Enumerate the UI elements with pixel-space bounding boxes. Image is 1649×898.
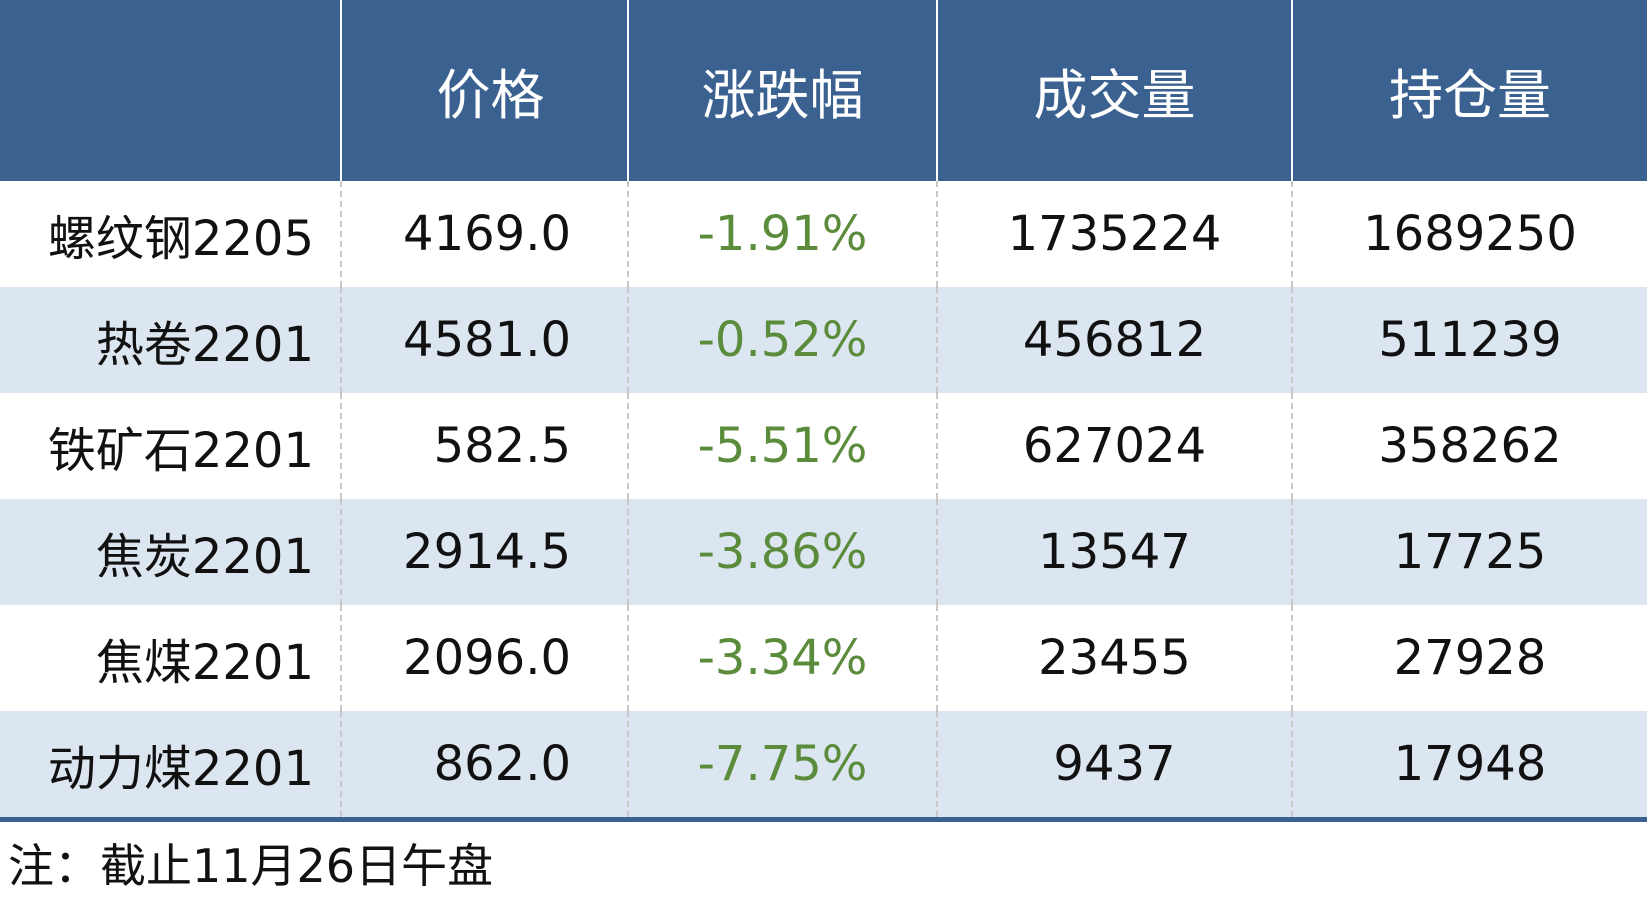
table-cell: 582.5	[340, 393, 627, 499]
table-cell: 2914.5	[340, 499, 627, 605]
table-cell: 862.0	[340, 711, 627, 817]
table-cell: 456812	[936, 287, 1291, 393]
table-cell: -7.75%	[627, 711, 936, 817]
table-cell: 1735224	[936, 181, 1291, 287]
note: 注：截止11月26日午盘	[8, 839, 494, 893]
table-cell: 4581.0	[340, 287, 627, 393]
table-cell: 627024	[936, 393, 1291, 499]
table-cell: 27928	[1291, 605, 1647, 711]
table-cell: 511239	[1291, 287, 1647, 393]
header-blank	[0, 0, 340, 181]
table-cell: -5.51%	[627, 393, 936, 499]
row-label: 焦煤2201	[95, 635, 314, 691]
table-cell: 17948	[1291, 711, 1647, 817]
row-label: 螺纹钢2205	[47, 211, 314, 267]
table-cell: 23455	[936, 605, 1291, 711]
row-label: 焦炭2201	[0, 499, 340, 605]
table-cell: -1.91%	[627, 181, 936, 287]
table-cell: 2096.0	[340, 605, 627, 711]
header-cell: 成交量	[936, 0, 1291, 181]
table-cell: 4169.0	[340, 181, 627, 287]
table-cell: 9437	[936, 711, 1291, 817]
table-cell: 1689250	[1291, 181, 1647, 287]
row-label: 动力煤2201	[0, 711, 340, 817]
row-label: 热卷2201	[0, 287, 340, 393]
bottom-rule	[0, 817, 1647, 822]
header-cell: 价格	[340, 0, 627, 181]
table-cell: -0.52%	[627, 287, 936, 393]
header-cell: 持仓量	[1291, 0, 1647, 181]
header-cell: 涨跌幅	[627, 0, 936, 181]
table-cell: -3.34%	[627, 605, 936, 711]
table-cell: 17725	[1291, 499, 1647, 605]
row-label: 铁矿石2201	[47, 423, 314, 479]
table-cell: 13547	[936, 499, 1291, 605]
table-cell: -3.86%	[627, 499, 936, 605]
table-cell: 358262	[1291, 393, 1647, 499]
